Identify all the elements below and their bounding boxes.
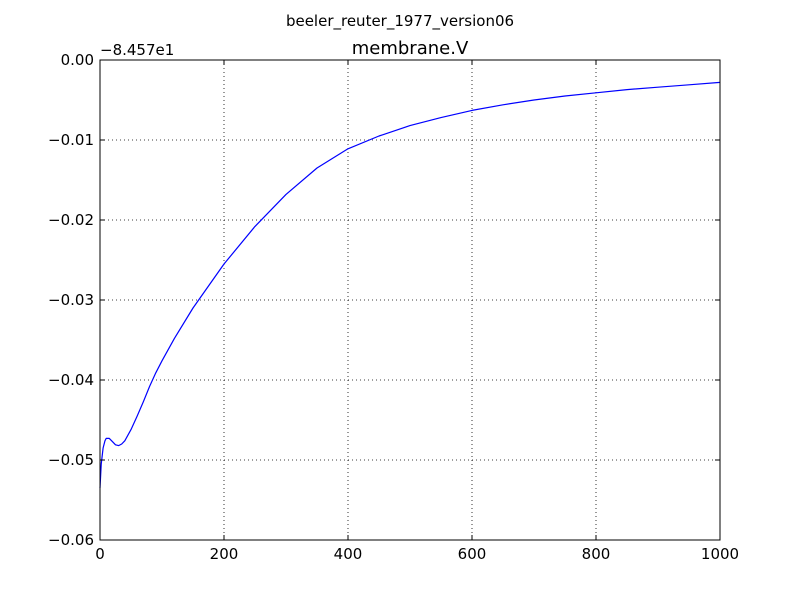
series-line — [99, 81, 721, 489]
x-tick-label: 1000 — [701, 545, 739, 563]
tick-marks — [99, 59, 721, 541]
x-tick-label: 600 — [458, 545, 487, 563]
y-tick-label: −0.01 — [48, 131, 94, 149]
grid-lines — [100, 60, 720, 540]
y-offset-label: −8.457e1 — [100, 41, 174, 59]
y-tick-label: −0.05 — [48, 451, 94, 469]
y-tick-label: −0.03 — [48, 291, 94, 309]
x-tick-labels: 0 200 400 600 800 1000 — [95, 545, 739, 563]
y-tick-labels: 0.00 −0.01 −0.02 −0.03 −0.04 −0.05 −0.06 — [48, 51, 94, 549]
y-tick-label: 0.00 — [61, 51, 94, 69]
x-tick-label: 400 — [334, 545, 363, 563]
x-tick-label: 200 — [210, 545, 239, 563]
figure-suptitle: beeler_reuter_1977_version06 — [286, 12, 514, 31]
x-tick-label: 800 — [582, 545, 611, 563]
x-tick-label: 0 — [95, 545, 105, 563]
y-tick-label: −0.06 — [48, 531, 94, 549]
series-layer — [99, 81, 721, 489]
y-tick-label: −0.04 — [48, 371, 94, 389]
chart-title: membrane.V — [352, 38, 469, 59]
y-tick-label: −0.02 — [48, 211, 94, 229]
